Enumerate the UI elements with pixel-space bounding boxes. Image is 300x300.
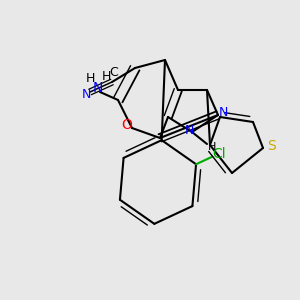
Text: C: C (110, 65, 118, 79)
Text: N: N (81, 88, 91, 100)
Text: H: H (85, 71, 95, 85)
Text: N: N (184, 124, 194, 136)
Text: O: O (122, 118, 132, 132)
Text: N: N (93, 81, 103, 95)
Text: N: N (218, 106, 228, 118)
Text: H: H (208, 142, 216, 152)
Text: S: S (267, 139, 275, 153)
Text: Cl: Cl (212, 147, 226, 161)
Text: H: H (101, 70, 111, 83)
